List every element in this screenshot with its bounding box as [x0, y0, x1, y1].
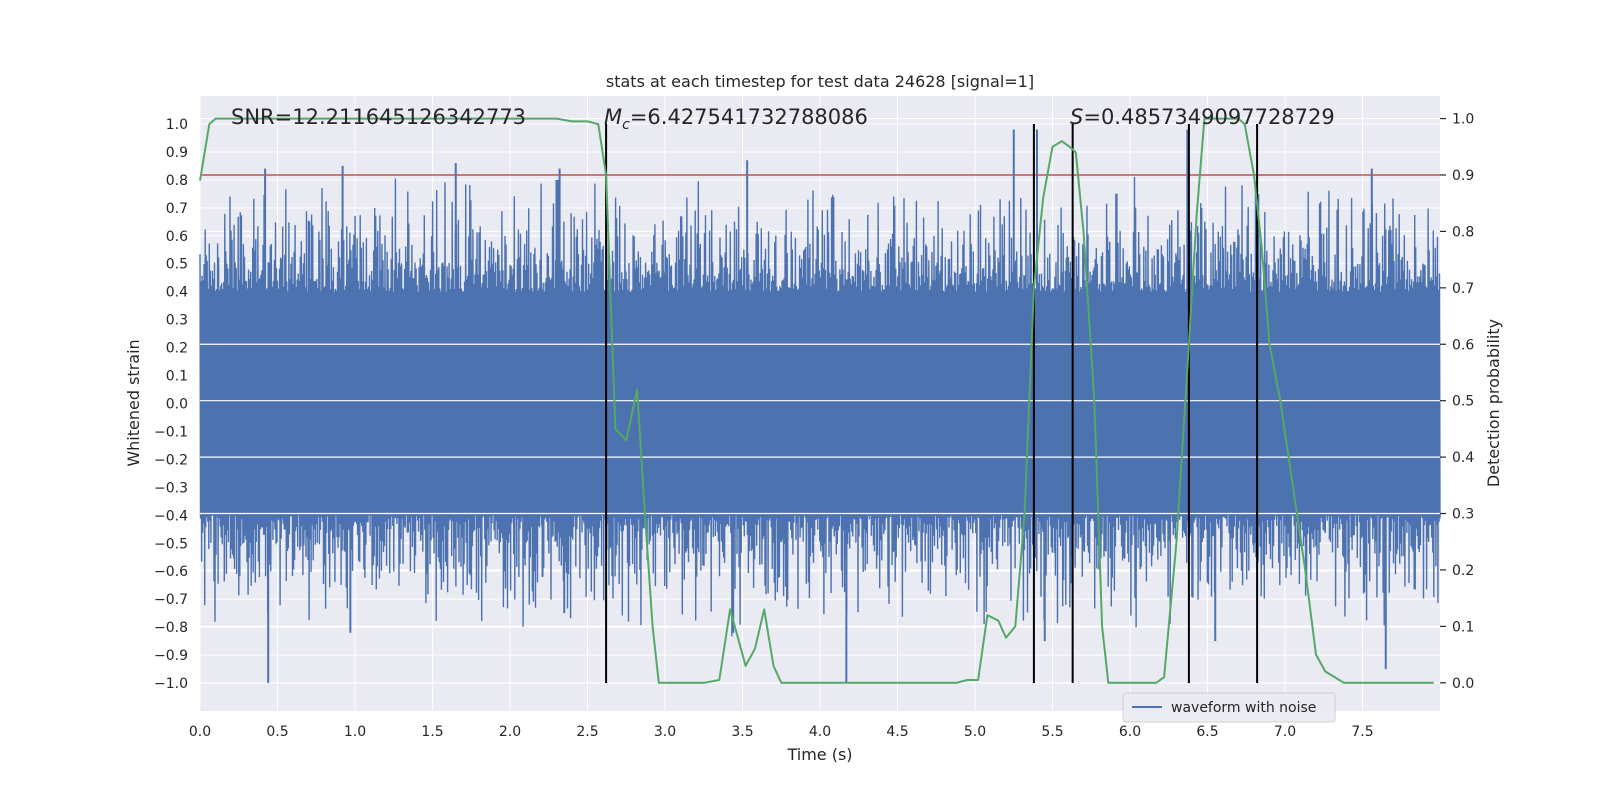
y-tick-label: 0.0 — [166, 397, 188, 413]
y-tick-label: −1.0 — [154, 676, 188, 692]
x-tick-label: 5.0 — [964, 724, 986, 740]
y-tick-label: −0.3 — [154, 480, 188, 496]
vertical-markers — [605, 123, 1259, 684]
mc-symbol: M — [604, 105, 622, 129]
y2-axis-label: Detection probability — [1484, 319, 1503, 487]
mc-value: =6.427541732788086 — [630, 105, 868, 129]
y-tick-label: 0.6 — [166, 229, 188, 245]
y-tick-label: 0.3 — [166, 313, 188, 329]
x-tick-label: 4.5 — [886, 724, 908, 740]
y2-tick-label: 0.4 — [1452, 450, 1474, 466]
y2-tick-label: 0.5 — [1452, 394, 1474, 410]
s-annotation: S=0.4857349097728729 — [1070, 105, 1335, 129]
x-tick-label: 1.5 — [421, 724, 443, 740]
waveform-core — [200, 291, 1440, 516]
x-tick-label: 7.0 — [1274, 724, 1296, 740]
x-tick-label: 1.0 — [344, 724, 366, 740]
y-tick-label: 0.9 — [166, 145, 188, 161]
y-tick-label: −0.4 — [154, 508, 188, 524]
s-symbol: S — [1070, 105, 1083, 129]
x-tick-label: 6.0 — [1119, 724, 1141, 740]
y-tick-label: −0.8 — [154, 620, 188, 636]
y2-tick-label: 1.0 — [1452, 112, 1474, 128]
y-tick-label: 0.2 — [166, 341, 188, 357]
y-tick-label: −0.6 — [154, 564, 188, 580]
mc-annotation: Mc=6.427541732788086 — [604, 105, 868, 133]
y2-tick-label: 0.6 — [1452, 337, 1474, 353]
mc-subscript: c — [622, 117, 630, 133]
y2-tick-label: 0.7 — [1452, 281, 1474, 297]
legend-box — [1122, 692, 1336, 723]
x-tick-label: 0.0 — [189, 724, 211, 740]
y2-tick-label: 0.2 — [1452, 563, 1474, 579]
chart-title: stats at each timestep for test data 246… — [606, 72, 1034, 91]
y-tick-label: −0.2 — [154, 452, 188, 468]
y-tick-label: −0.5 — [154, 536, 188, 552]
x-tick-label: 3.0 — [654, 724, 676, 740]
y-tick-label: −0.7 — [154, 592, 188, 608]
x-tick-label: 3.5 — [731, 724, 753, 740]
x-tick-label: 4.0 — [809, 724, 831, 740]
s-value: =0.4857349097728729 — [1083, 105, 1334, 129]
y-tick-label: 0.8 — [166, 173, 188, 189]
x-tick-label: 2.5 — [576, 724, 598, 740]
y-tick-label: 0.7 — [166, 201, 188, 217]
y2-tick-label: 0.8 — [1452, 224, 1474, 240]
y2-tick-label: 0.1 — [1452, 619, 1474, 635]
y2-tick-label: 0.0 — [1452, 676, 1474, 692]
y-tick-label: −0.1 — [154, 424, 188, 440]
legend-label: waveform with noise — [1171, 700, 1316, 716]
y-axis-label: Whitened strain — [124, 339, 143, 466]
x-axis-ticks: 0.0 0.5 1.0 1.5 2.0 2.5 3.0 3.5 4.0 4.5 5.0 5.5 6.0 6… — [189, 724, 1374, 740]
y-axis-ticks: −1.0 −0.9 −0.8 −0.7 −0.6 −0.5 −0.4 −0.3 −0.2 −0.1… — [154, 117, 188, 692]
y-tick-label: 0.1 — [166, 369, 188, 385]
x-tick-label: 0.5 — [266, 724, 288, 740]
waveform-series — [199, 129, 1441, 684]
probability-series — [199, 117, 1434, 684]
snr-annotation: SNR=12.211645126342773 — [231, 105, 526, 129]
x-tick-label: 7.5 — [1351, 724, 1373, 740]
x-tick-label: 5.5 — [1041, 724, 1063, 740]
y-tick-label: 0.4 — [166, 285, 188, 301]
x-tick-label: 2.0 — [499, 724, 521, 740]
y-tick-label: 0.5 — [166, 257, 188, 273]
y-tick-label: 1.0 — [166, 117, 188, 133]
probability-line — [199, 117, 1434, 684]
x-axis-label: Time (s) — [786, 745, 852, 764]
y2-tick-label: 0.9 — [1452, 168, 1474, 184]
y2-tick-label: 0.3 — [1452, 507, 1474, 523]
y2-axis-ticks: 0.0 0.1 0.2 0.3 0.4 0.5 0.6 0.7 0.8 0.9 1.0 — [1440, 112, 1474, 692]
x-tick-label: 6.5 — [1196, 724, 1218, 740]
y-tick-label: −0.9 — [154, 648, 188, 664]
legend: waveform with noise — [1122, 692, 1336, 723]
